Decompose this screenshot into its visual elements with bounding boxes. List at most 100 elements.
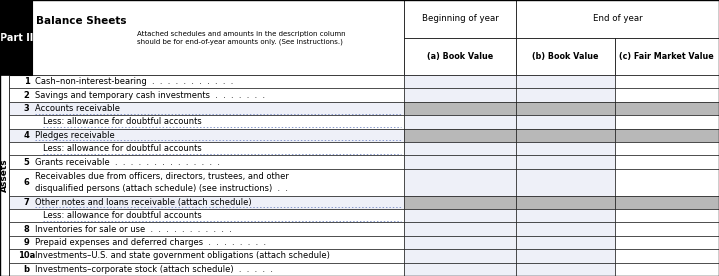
- Text: 10a: 10a: [18, 251, 35, 261]
- Bar: [404, 75, 516, 89]
- Text: Other notes and loans receivable (attach schedule): Other notes and loans receivable (attach…: [35, 198, 252, 207]
- Bar: [9, 196, 404, 209]
- Bar: [615, 75, 719, 89]
- Text: Receivables due from officers, directors, trustees, and other: Receivables due from officers, directors…: [35, 172, 289, 181]
- Text: Part II: Part II: [0, 33, 33, 43]
- Bar: [615, 142, 719, 155]
- Bar: [404, 142, 516, 155]
- Bar: [516, 209, 615, 222]
- Bar: [615, 89, 719, 102]
- Bar: [615, 249, 719, 262]
- Text: 5: 5: [24, 158, 29, 167]
- Bar: [516, 102, 615, 115]
- Bar: [404, 222, 516, 236]
- Text: b: b: [24, 265, 29, 274]
- Text: Less: allowance for doubtful accounts: Less: allowance for doubtful accounts: [43, 211, 202, 220]
- Bar: [516, 196, 615, 209]
- Bar: [404, 236, 516, 249]
- Text: 4: 4: [24, 131, 29, 140]
- Bar: [615, 102, 719, 115]
- Bar: [0, 75, 9, 276]
- Bar: [516, 169, 615, 196]
- Text: 1: 1: [24, 77, 29, 86]
- Text: Balance Sheets: Balance Sheets: [37, 16, 127, 26]
- Text: 9: 9: [24, 238, 29, 247]
- Text: disqualified persons (attach schedule) (see instructions)  .  .: disqualified persons (attach schedule) (…: [35, 184, 288, 193]
- Bar: [516, 75, 615, 89]
- Text: Grants receivable  .  .  .  .  .  .  .  .  .  .  .  .  .  .: Grants receivable . . . . . . . . . . . …: [35, 158, 220, 167]
- Text: Investments–corporate stock (attach schedule)  .  .  .  .  .: Investments–corporate stock (attach sche…: [35, 265, 273, 274]
- Text: 2: 2: [24, 91, 29, 100]
- Text: 7: 7: [24, 198, 29, 207]
- Bar: [404, 155, 516, 169]
- Bar: [516, 155, 615, 169]
- Bar: [516, 249, 615, 262]
- Text: 6: 6: [24, 178, 29, 187]
- Text: (a) Book Value: (a) Book Value: [427, 52, 493, 61]
- Text: Beginning of year: Beginning of year: [422, 14, 498, 23]
- Bar: [615, 38, 719, 75]
- Bar: [516, 236, 615, 249]
- Text: Attached schedules and amounts in the description column
should be for end-of-ye: Attached schedules and amounts in the de…: [137, 31, 346, 44]
- Bar: [404, 262, 516, 276]
- Bar: [615, 209, 719, 222]
- Bar: [9, 89, 404, 102]
- Bar: [516, 222, 615, 236]
- Bar: [615, 262, 719, 276]
- Text: Cash–non-interest-bearing  .  .  .  .  .  .  .  .  .  .  .: Cash–non-interest-bearing . . . . . . . …: [35, 77, 234, 86]
- Bar: [9, 155, 404, 169]
- Text: Pledges receivable: Pledges receivable: [35, 131, 115, 140]
- Bar: [404, 115, 516, 129]
- Text: (c) Fair Market Value: (c) Fair Market Value: [620, 52, 714, 61]
- Text: Less: allowance for doubtful accounts: Less: allowance for doubtful accounts: [43, 118, 202, 126]
- Text: 3: 3: [24, 104, 29, 113]
- Bar: [9, 222, 404, 236]
- Bar: [9, 236, 404, 249]
- Text: End of year: End of year: [592, 14, 643, 23]
- Text: Assets: Assets: [0, 159, 9, 192]
- Text: Inventories for sale or use  .  .  .  .  .  .  .  .  .  .  .: Inventories for sale or use . . . . . . …: [35, 225, 232, 233]
- Bar: [615, 222, 719, 236]
- Bar: [516, 115, 615, 129]
- Bar: [615, 169, 719, 196]
- Bar: [516, 262, 615, 276]
- Bar: [32, 0, 404, 75]
- Bar: [9, 142, 404, 155]
- Text: (b) Book Value: (b) Book Value: [532, 52, 599, 61]
- Bar: [9, 75, 404, 89]
- Bar: [9, 102, 404, 115]
- Bar: [9, 115, 404, 129]
- Bar: [516, 142, 615, 155]
- Bar: [404, 129, 516, 142]
- Bar: [404, 196, 516, 209]
- Bar: [404, 169, 516, 196]
- Bar: [404, 249, 516, 262]
- Bar: [404, 38, 516, 75]
- Bar: [516, 89, 615, 102]
- Text: Savings and temporary cash investments  .  .  .  .  .  .  .: Savings and temporary cash investments .…: [35, 91, 265, 100]
- Bar: [615, 155, 719, 169]
- Bar: [615, 196, 719, 209]
- Bar: [516, 129, 615, 142]
- Text: Prepaid expenses and deferred charges  .  .  .  .  .  .  .  .: Prepaid expenses and deferred charges . …: [35, 238, 267, 247]
- Bar: [516, 38, 615, 75]
- Bar: [9, 129, 404, 142]
- Bar: [404, 209, 516, 222]
- Bar: [404, 89, 516, 102]
- Bar: [0, 0, 32, 75]
- Bar: [9, 169, 404, 196]
- Bar: [0, 0, 719, 75]
- Bar: [9, 262, 404, 276]
- Bar: [615, 115, 719, 129]
- Text: Accounts receivable: Accounts receivable: [35, 104, 120, 113]
- Bar: [404, 0, 516, 38]
- Bar: [615, 129, 719, 142]
- Bar: [516, 0, 719, 38]
- Bar: [404, 102, 516, 115]
- Text: Investments–U.S. and state government obligations (attach schedule): Investments–U.S. and state government ob…: [35, 251, 330, 261]
- Text: 8: 8: [24, 225, 29, 233]
- Bar: [615, 236, 719, 249]
- Bar: [9, 209, 404, 222]
- Text: Less: allowance for doubtful accounts: Less: allowance for doubtful accounts: [43, 144, 202, 153]
- Bar: [9, 249, 404, 262]
